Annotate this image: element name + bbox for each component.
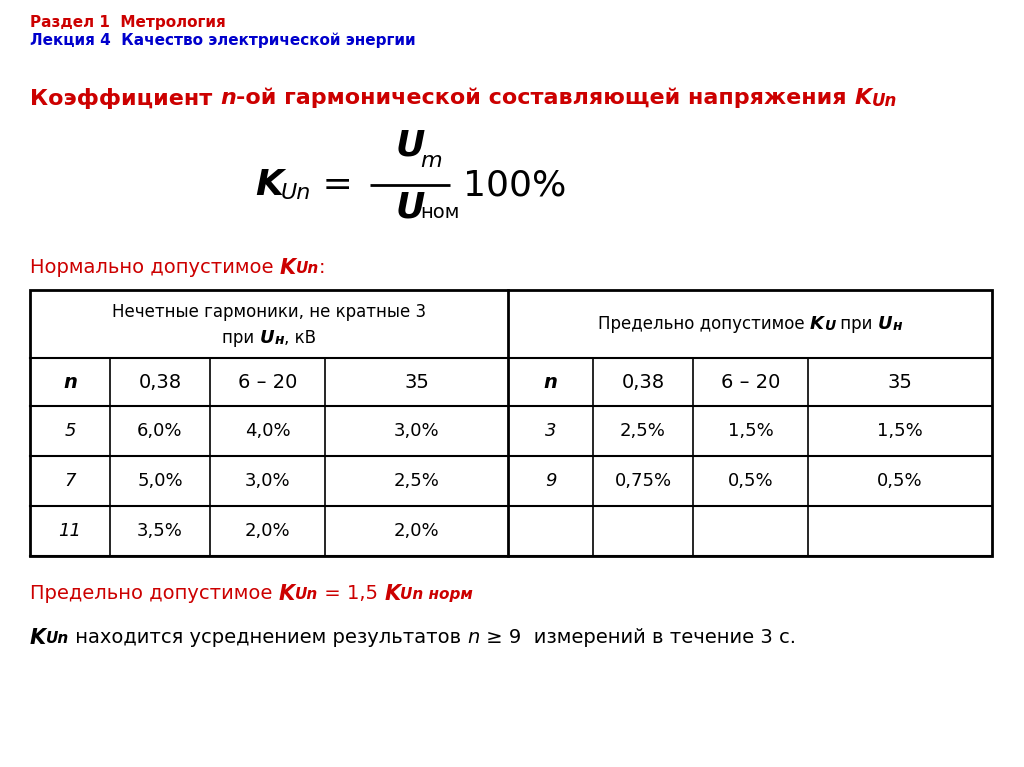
Text: Un: Un bbox=[295, 587, 318, 602]
Text: Предельно допустимое: Предельно допустимое bbox=[598, 315, 810, 333]
Text: Раздел 1  Метрология: Раздел 1 Метрология bbox=[30, 15, 225, 30]
Text: K: K bbox=[854, 88, 871, 108]
Text: Нормально допустимое: Нормально допустимое bbox=[30, 258, 280, 277]
Text: 1,5%: 1,5% bbox=[878, 422, 923, 440]
Text: 3,0%: 3,0% bbox=[245, 472, 291, 490]
Text: Un: Un bbox=[46, 631, 70, 646]
Text: :: : bbox=[319, 258, 326, 277]
Text: K: K bbox=[384, 584, 400, 604]
Text: находится усреднением результатов: находится усреднением результатов bbox=[70, 628, 468, 647]
Text: 3,5%: 3,5% bbox=[137, 522, 183, 540]
Text: 1,5%: 1,5% bbox=[728, 422, 773, 440]
Text: =: = bbox=[311, 168, 365, 202]
Text: Коэффициент: Коэффициент bbox=[30, 88, 220, 109]
Text: 0,38: 0,38 bbox=[622, 373, 665, 391]
Text: Un: Un bbox=[281, 183, 311, 203]
Text: 35: 35 bbox=[888, 373, 912, 391]
Text: 0,75%: 0,75% bbox=[614, 472, 672, 490]
Text: U: U bbox=[824, 319, 836, 333]
Text: U: U bbox=[395, 129, 424, 163]
Text: 0,38: 0,38 bbox=[138, 373, 181, 391]
Text: н: н bbox=[892, 319, 902, 333]
Text: 2,5%: 2,5% bbox=[621, 422, 666, 440]
Text: ≥ 9  измерений в течение 3 с.: ≥ 9 измерений в течение 3 с. bbox=[480, 628, 796, 647]
Text: K: K bbox=[279, 584, 295, 604]
Text: 35: 35 bbox=[404, 373, 429, 391]
Text: 9: 9 bbox=[545, 472, 556, 490]
Text: K: K bbox=[810, 315, 824, 333]
Text: U: U bbox=[878, 315, 892, 333]
Text: 6 – 20: 6 – 20 bbox=[238, 373, 297, 391]
Text: Un: Un bbox=[871, 92, 897, 110]
Text: Un норм: Un норм bbox=[400, 587, 473, 602]
Text: Un: Un bbox=[296, 261, 319, 276]
Text: -ой гармонической составляющей напряжения: -ой гармонической составляющей напряжени… bbox=[236, 88, 854, 108]
Text: m: m bbox=[421, 151, 442, 171]
Text: 2,5%: 2,5% bbox=[393, 472, 439, 490]
Text: ном: ном bbox=[421, 203, 460, 222]
Text: 2,0%: 2,0% bbox=[245, 522, 291, 540]
Text: 0,5%: 0,5% bbox=[878, 472, 923, 490]
Text: Лекция 4  Качество электрической энергии: Лекция 4 Качество электрической энергии bbox=[30, 33, 416, 48]
Text: Нечетные гармоники, не кратные 3: Нечетные гармоники, не кратные 3 bbox=[112, 303, 426, 321]
Text: U: U bbox=[395, 190, 424, 224]
Text: 6,0%: 6,0% bbox=[137, 422, 182, 440]
Text: 3: 3 bbox=[545, 422, 556, 440]
Text: 6 – 20: 6 – 20 bbox=[721, 373, 780, 391]
Bar bbox=[30, 290, 992, 556]
Text: U: U bbox=[259, 329, 274, 347]
Text: 3,0%: 3,0% bbox=[393, 422, 439, 440]
Text: 0,5%: 0,5% bbox=[728, 472, 773, 490]
Text: н: н bbox=[274, 333, 284, 347]
Text: 100%: 100% bbox=[463, 168, 566, 202]
Text: 5,0%: 5,0% bbox=[137, 472, 183, 490]
Text: 7: 7 bbox=[65, 472, 76, 490]
Text: K: K bbox=[280, 258, 296, 278]
Text: , кВ: , кВ bbox=[284, 329, 315, 347]
Text: n: n bbox=[468, 628, 480, 647]
Text: при: при bbox=[836, 315, 878, 333]
Text: n: n bbox=[63, 373, 77, 391]
Text: 2,0%: 2,0% bbox=[393, 522, 439, 540]
Text: при: при bbox=[222, 329, 259, 347]
Text: K: K bbox=[30, 628, 46, 648]
Text: 5: 5 bbox=[65, 422, 76, 440]
Text: Предельно допустимое: Предельно допустимое bbox=[30, 584, 279, 603]
Text: 11: 11 bbox=[58, 522, 82, 540]
Text: = 1,5: = 1,5 bbox=[318, 584, 384, 603]
Text: K: K bbox=[255, 168, 283, 202]
Text: n: n bbox=[544, 373, 557, 391]
Text: n: n bbox=[220, 88, 236, 108]
Text: 4,0%: 4,0% bbox=[245, 422, 291, 440]
